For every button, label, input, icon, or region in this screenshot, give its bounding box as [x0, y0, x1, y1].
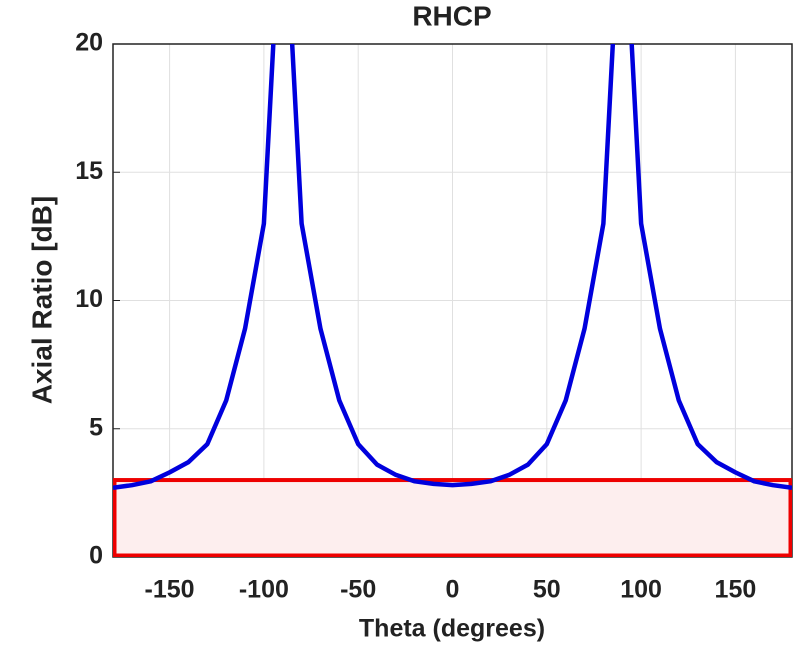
y-tick-label: 5	[89, 413, 103, 441]
y-tick-label: 20	[75, 29, 103, 57]
x-tick-label: 50	[533, 576, 561, 604]
x-tick-label: 150	[715, 576, 757, 604]
chart-title: RHCP	[412, 0, 491, 31]
x-axis-label: Theta (degrees)	[359, 615, 545, 643]
y-tick-label: 10	[75, 285, 103, 313]
x-tick-label: -100	[239, 576, 289, 604]
x-tick-label: 0	[446, 576, 460, 604]
labels: 0 5 10 15 20 -150 -100 -50 0 50 100 150	[75, 29, 756, 604]
y-axis-label: Axial Ratio [dB]	[26, 196, 57, 404]
data-line	[113, 44, 792, 490]
x-tick-label: -50	[340, 576, 376, 604]
y-tick-label: 0	[89, 542, 103, 570]
x-tick-label: -150	[145, 576, 195, 604]
plot-area	[113, 44, 792, 557]
y-tick-label: 15	[75, 157, 103, 185]
threshold-band	[113, 478, 792, 557]
x-tick-label: 100	[620, 576, 662, 604]
